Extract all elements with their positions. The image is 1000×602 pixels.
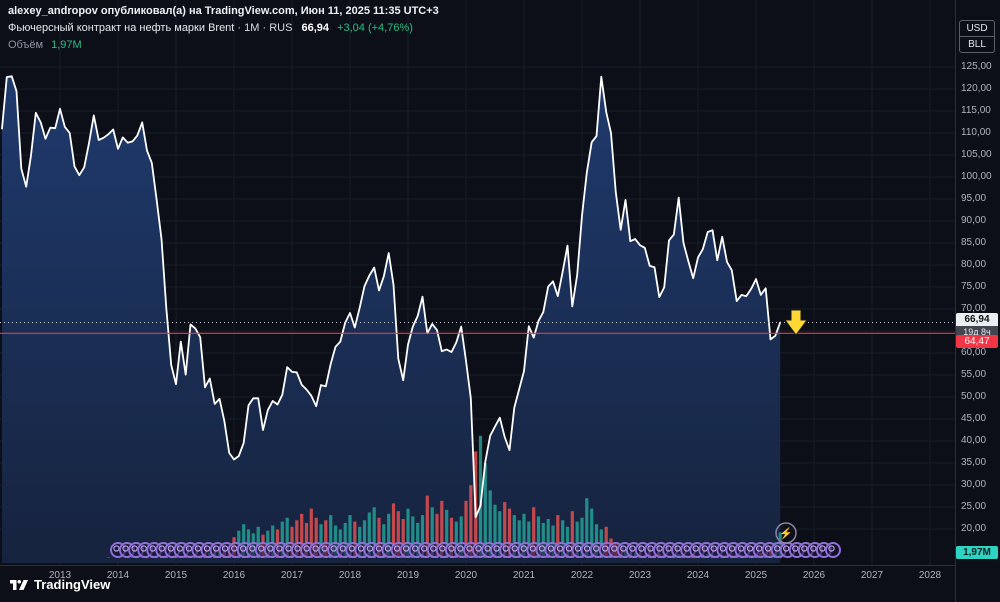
last-price-tag-value: 66,94 (956, 313, 998, 327)
price-tick-label: 60,00 (961, 347, 987, 358)
price-tick-label: 95,00 (961, 193, 987, 204)
volume-row: Объём 1,97M (8, 39, 439, 53)
unit-selector[interactable]: USD BLL (959, 20, 995, 53)
price-tick-label: 80,00 (961, 259, 987, 270)
tradingview-logo-text: TradingView (34, 577, 111, 592)
price-tick-label: 25,00 (961, 501, 987, 512)
price-tick-label: 75,00 (961, 281, 987, 292)
year-label: 2015 (164, 570, 188, 581)
price-tick-label: 110,00 (961, 127, 991, 138)
year-label: 2023 (628, 570, 652, 581)
area-series (2, 76, 781, 563)
last-price: 66,94 (301, 21, 330, 34)
price-tick-label: 120,00 (961, 83, 992, 94)
year-label: 2025 (744, 570, 768, 581)
price-tick-label: 85,00 (961, 237, 987, 248)
symbol-title[interactable]: Фьючерсный контракт на нефть марки Brent (8, 21, 235, 34)
year-label: 2016 (222, 570, 246, 581)
down-arrow-sticker[interactable] (784, 309, 808, 336)
symbol-meta: · 1M · RUS (237, 21, 293, 34)
alert-price-tag[interactable]: 64,47 (956, 335, 998, 349)
year-label: 2020 (454, 570, 478, 581)
price-tick-label: 30,00 (961, 479, 987, 490)
year-label: 2021 (512, 570, 536, 581)
price-tick-label: 40,00 (961, 435, 987, 446)
year-label: 2019 (396, 570, 420, 581)
price-tick-label: 100,00 (961, 171, 992, 182)
price-tick-label: 45,00 (961, 413, 987, 424)
byline: alexey_andropov опубликовал(а) на Tradin… (8, 5, 439, 17)
symbol-row: Фьючерсный контракт на нефть марки Brent… (8, 22, 439, 36)
price-axis[interactable]: 125,00 120,00 115,00 110,00 105,00 100,00 95,0… (955, 0, 1000, 602)
price-change: +3,04 (+4,76%) (337, 21, 413, 34)
svg-text:⚡: ⚡ (779, 527, 793, 540)
chart-header: alexey_andropov опубликовал(а) на Tradin… (8, 5, 439, 52)
price-tick-label: 115,00 (961, 105, 991, 116)
price-tick-label: 105,00 (961, 149, 992, 160)
unit-currency[interactable]: USD (960, 21, 994, 37)
tradingview-logo[interactable]: TradingView (10, 577, 110, 592)
price-tick-label: 125,00 (961, 61, 992, 72)
price-tick-label: 50,00 (961, 391, 987, 402)
year-label: 2026 (802, 570, 826, 581)
volume-label: Объём (8, 38, 44, 51)
price-tick-label: 55,00 (961, 369, 987, 380)
year-label: 2024 (686, 570, 710, 581)
price-tick-label: 35,00 (961, 457, 987, 468)
price-line-series (1, 75, 782, 518)
unit-measure[interactable]: BLL (968, 39, 986, 50)
lightning-sticker[interactable]: ⚡ (775, 522, 797, 544)
price-tick-label: 20,00 (961, 523, 987, 534)
price-tick-label: 90,00 (961, 215, 987, 226)
year-label: 2022 (570, 570, 594, 581)
year-label: 2013 (48, 570, 72, 581)
year-label: 2018 (338, 570, 362, 581)
year-label: 2028 (918, 570, 942, 581)
price-tick-label: 70,00 (961, 303, 987, 314)
time-axis[interactable]: 2013 2014 2015 2016 2017 2018 2019 2020 2021 2022… (0, 565, 955, 602)
purple-circle-stickers[interactable] (110, 542, 841, 558)
year-label: 2017 (280, 570, 304, 581)
tradingview-logo-icon (10, 579, 28, 590)
year-label: 2027 (860, 570, 884, 581)
year-label: 2014 (106, 570, 130, 581)
volume-value: 1,97M (51, 38, 82, 51)
volume-tag: 1,97M (956, 546, 998, 559)
